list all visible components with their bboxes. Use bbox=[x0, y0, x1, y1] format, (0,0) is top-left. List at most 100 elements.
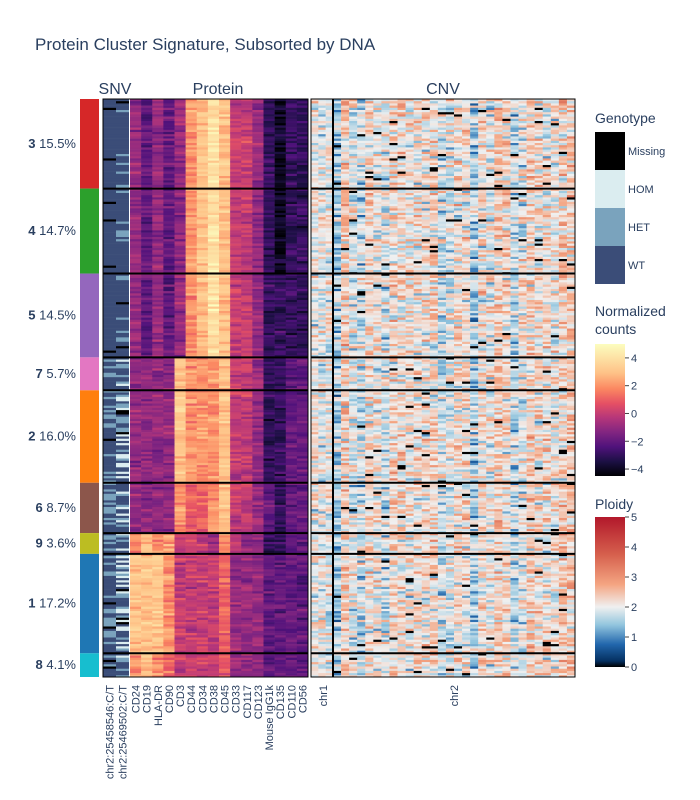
protein-cell bbox=[174, 608, 186, 612]
protein-cell bbox=[296, 319, 309, 323]
protein-cell bbox=[219, 363, 231, 367]
protein-cell bbox=[252, 591, 264, 594]
protein-cell bbox=[296, 511, 309, 514]
protein-cell bbox=[241, 210, 253, 214]
protein-cell bbox=[207, 282, 220, 285]
protein-cell bbox=[196, 673, 209, 676]
protein-cell bbox=[274, 184, 287, 188]
protein-cell bbox=[152, 147, 164, 150]
protein-cell bbox=[185, 506, 198, 510]
protein-cell bbox=[207, 539, 220, 543]
protein-cell bbox=[252, 504, 264, 508]
snv-cell bbox=[116, 465, 129, 468]
protein-cell bbox=[163, 178, 175, 181]
protein-cell bbox=[185, 203, 198, 207]
protein-cell bbox=[219, 310, 231, 314]
protein-cell bbox=[152, 553, 164, 557]
protein-cell bbox=[196, 190, 209, 194]
protein-cell bbox=[130, 295, 142, 299]
protein-cell bbox=[274, 562, 287, 566]
protein-cell bbox=[230, 206, 242, 209]
protein-cell bbox=[219, 383, 231, 387]
protein-cell bbox=[152, 502, 164, 506]
protein-cell bbox=[185, 604, 198, 607]
snv-cell bbox=[103, 282, 116, 285]
protein-cell bbox=[296, 284, 309, 288]
protein-cell bbox=[241, 293, 253, 296]
protein-cell bbox=[152, 666, 164, 670]
protein-cell bbox=[163, 580, 175, 583]
protein-cell bbox=[230, 641, 242, 645]
snv-cell bbox=[103, 176, 116, 179]
protein-cell bbox=[141, 456, 153, 459]
cnv-cell bbox=[502, 99, 511, 102]
protein-cell bbox=[263, 493, 275, 497]
protein-cell bbox=[196, 147, 209, 150]
protein-cell bbox=[274, 123, 287, 126]
panel-title-snv: SNV bbox=[99, 81, 132, 98]
protein-cell bbox=[241, 403, 253, 407]
protein-cell bbox=[274, 471, 287, 475]
protein-cell bbox=[296, 668, 309, 672]
protein-cell bbox=[263, 134, 275, 137]
protein-cell bbox=[263, 511, 275, 514]
protein-cell bbox=[230, 167, 242, 170]
protein-cell bbox=[196, 617, 209, 621]
snv-cell bbox=[103, 363, 116, 367]
protein-cell bbox=[263, 171, 275, 175]
protein-cell bbox=[185, 110, 198, 113]
protein-cell bbox=[141, 533, 153, 536]
protein-cell bbox=[285, 522, 298, 525]
protein-cell bbox=[163, 436, 175, 440]
protein-cell bbox=[185, 230, 198, 233]
snv-cell bbox=[116, 624, 129, 627]
protein-cell bbox=[263, 306, 275, 310]
protein-cell bbox=[219, 321, 231, 325]
snv-cell bbox=[116, 370, 129, 374]
snv-cell bbox=[103, 116, 116, 120]
snv-cell bbox=[116, 160, 129, 164]
protein-cell bbox=[263, 580, 275, 583]
protein-cell bbox=[252, 606, 264, 610]
protein-cell bbox=[219, 343, 231, 347]
cnv-cell bbox=[333, 107, 342, 111]
protein-cell bbox=[241, 267, 253, 271]
protein-cell bbox=[163, 626, 175, 629]
protein-cell bbox=[263, 236, 275, 240]
protein-cell bbox=[207, 399, 220, 402]
protein-cell bbox=[174, 225, 186, 229]
protein-cell bbox=[296, 396, 309, 400]
protein-cell bbox=[152, 438, 164, 442]
snv-cell bbox=[116, 434, 129, 437]
cnv-cell bbox=[318, 105, 326, 109]
snv-cell bbox=[103, 425, 116, 429]
protein-cell bbox=[230, 315, 242, 318]
protein-cell bbox=[230, 324, 242, 327]
snv-cell bbox=[103, 118, 116, 122]
protein-cell bbox=[163, 208, 175, 211]
protein-cell bbox=[174, 511, 186, 514]
protein-cell bbox=[130, 539, 142, 543]
protein-cell bbox=[252, 633, 264, 636]
snv-cell bbox=[116, 121, 129, 124]
protein-cell bbox=[174, 203, 186, 207]
protein-cell bbox=[174, 434, 186, 437]
protein-cell bbox=[207, 118, 220, 122]
protein-cell bbox=[252, 546, 264, 549]
protein-cell bbox=[152, 657, 164, 661]
protein-cell bbox=[207, 277, 220, 281]
protein-cell bbox=[296, 548, 309, 551]
protein-cell bbox=[263, 103, 275, 106]
snv-cell bbox=[116, 352, 129, 356]
protein-cell bbox=[185, 539, 198, 543]
protein-cell bbox=[263, 567, 275, 570]
protein-cell bbox=[163, 617, 175, 621]
protein-cell bbox=[185, 498, 198, 501]
protein-cell bbox=[241, 460, 253, 464]
protein-cell bbox=[219, 254, 231, 258]
protein-cell bbox=[263, 299, 275, 303]
protein-cell bbox=[219, 487, 231, 490]
protein-cell bbox=[263, 401, 275, 404]
protein-cell bbox=[196, 261, 209, 264]
protein-cell bbox=[219, 228, 231, 231]
